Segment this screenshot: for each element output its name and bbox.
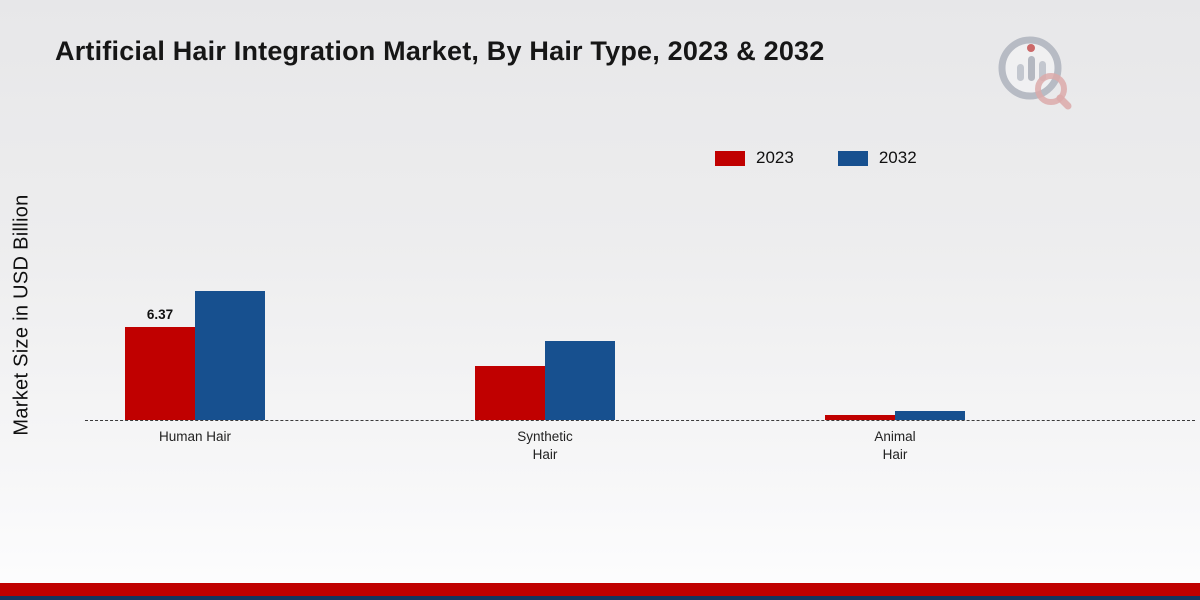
brand-logo <box>990 28 1080 123</box>
bar-2023-synthetic-hair <box>475 365 545 420</box>
legend-swatch-2032 <box>837 150 868 166</box>
legend-label-2023: 2023 <box>756 148 794 167</box>
chart-title: Artificial Hair Integration Market, By H… <box>55 36 825 66</box>
legend-item-2023: 2023 <box>715 148 794 168</box>
bar-2032-synthetic-hair <box>545 341 615 420</box>
y-axis-label: Market Size in USD Billion <box>10 194 33 436</box>
bar-2023-human-hair <box>125 327 195 420</box>
bar-2032-human-hair <box>195 290 265 420</box>
chart-legend: 2023 2032 <box>715 148 917 168</box>
magnifier-chart-logo-icon <box>998 36 1072 110</box>
legend-item-2032: 2032 <box>837 148 917 168</box>
bar-2023-animal-hair <box>825 414 895 420</box>
bar-2032-animal-hair <box>895 410 965 420</box>
footer-navy-band <box>0 596 1200 600</box>
category-label-animal-hair: Animal Hair <box>874 429 916 462</box>
legend-label-2032: 2032 <box>878 148 917 167</box>
bar-value-label: 6.37 <box>146 307 174 322</box>
legend-swatch-2023 <box>715 150 745 166</box>
category-label-synthetic-hair: Synthetic Hair <box>517 429 573 462</box>
footer-red-band <box>0 583 1200 596</box>
category-label-human-hair: Human Hair <box>158 429 232 444</box>
bar-chart: 6.37 Human Hair Synthetic Hair Animal Hair <box>85 140 1195 462</box>
